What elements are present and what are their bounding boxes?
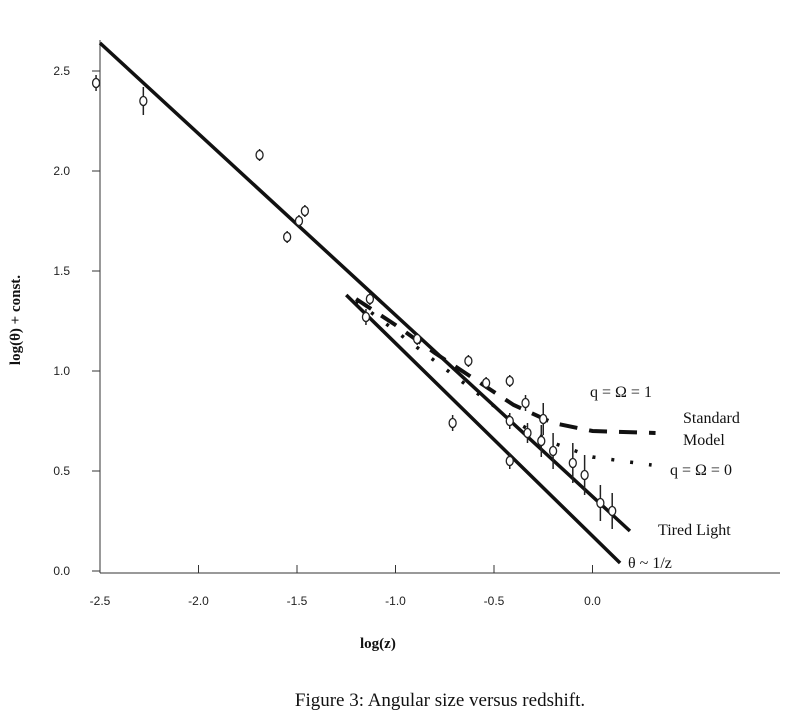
point-marker (568, 457, 577, 469)
point-marker (481, 377, 491, 389)
point-marker (521, 397, 530, 409)
data-point (521, 395, 530, 411)
annotation-q0: q = Ω = 0 (670, 462, 732, 479)
series-lines (98, 41, 656, 565)
data-point (596, 485, 605, 521)
annotation-model: Model (683, 432, 725, 449)
y-tick-label: 1.0 (53, 364, 70, 378)
data-point (523, 423, 532, 443)
x-tick-label: -2.0 (188, 594, 209, 608)
point-marker (361, 311, 371, 323)
point-marker (539, 413, 548, 425)
x-tick-label: -2.5 (90, 594, 111, 608)
data-point (300, 205, 310, 217)
data-point (282, 231, 292, 243)
point-marker (139, 95, 148, 107)
series-line (345, 293, 622, 565)
series-line (98, 41, 632, 533)
data-point (505, 375, 514, 387)
data-point (255, 149, 264, 161)
data-point (139, 87, 148, 115)
point-marker (91, 77, 101, 89)
point-marker (413, 333, 422, 345)
axes: -2.5 -2.0 -1.5 -1.0 -0.5 0.0 0.0 0.5 1.0 1.5 2.0 2.… (53, 40, 780, 608)
annotation-inverse-z: θ ~ 1/z (628, 555, 672, 572)
data-point (464, 355, 473, 367)
point-marker (505, 455, 514, 467)
data-point (294, 215, 304, 227)
data-point (365, 293, 375, 305)
data-point (568, 443, 577, 483)
figure-caption: Figure 3: Angular size versus redshift. (295, 690, 585, 711)
point-marker (523, 427, 532, 439)
y-tick-label: 2.0 (53, 164, 70, 178)
point-marker (505, 375, 514, 387)
data-point (91, 75, 101, 91)
series-line (355, 299, 652, 467)
data-point (608, 493, 617, 529)
data-point (448, 415, 457, 431)
x-tick-label: -0.5 (484, 594, 505, 608)
data-point (548, 433, 558, 469)
data-point (505, 413, 514, 429)
point-marker (365, 293, 375, 305)
data-point (505, 453, 514, 469)
data-point (481, 377, 491, 389)
y-tick-label: 0.0 (53, 564, 70, 578)
y-tick-label: 2.5 (53, 64, 70, 78)
point-marker (255, 149, 264, 161)
y-axis-label: log(θ) + const. (8, 275, 24, 365)
annotation-standard: Standard (683, 410, 740, 427)
point-marker (448, 417, 457, 429)
data-point (537, 425, 546, 457)
point-marker (282, 231, 292, 243)
point-marker (294, 215, 304, 227)
point-marker (596, 497, 605, 509)
point-marker (537, 435, 546, 447)
data-point (580, 455, 589, 495)
point-marker (464, 355, 473, 367)
point-marker (300, 205, 310, 217)
point-marker (608, 505, 617, 517)
data-point (539, 403, 548, 435)
x-tick-label: -1.0 (385, 594, 406, 608)
data-point (413, 333, 422, 345)
point-marker (505, 415, 514, 427)
data-point (361, 309, 371, 325)
annotation-tired-light: Tired Light (658, 522, 731, 539)
annotation-q1: q = Ω = 1 (590, 384, 652, 401)
point-marker (548, 445, 558, 457)
x-axis-label: log(z) (360, 636, 396, 652)
y-tick-label: 1.5 (53, 264, 70, 278)
data-points (91, 75, 617, 529)
x-tick-label: -1.5 (287, 594, 308, 608)
point-marker (580, 469, 589, 481)
series-line (354, 297, 656, 435)
x-tick-label: 0.0 (584, 594, 601, 608)
y-tick-label: 0.5 (53, 464, 70, 478)
